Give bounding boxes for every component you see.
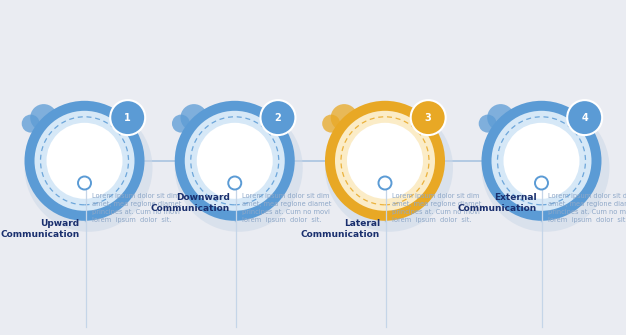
Text: Downward
Communication: Downward Communication — [150, 193, 230, 213]
Circle shape — [481, 104, 610, 232]
Text: Lorem ipsum dolor sit dim
amet, mea regione diamet
principes at. Cum no movi
lor: Lorem ipsum dolor sit dim amet, mea regi… — [242, 193, 331, 223]
Text: Lateral
Communication: Lateral Communication — [300, 219, 380, 240]
Text: Upward
Communication: Upward Communication — [0, 219, 80, 240]
Text: Lorem ipsum dolor sit dim
amet, mea regione diamet
principes at. Cum no movi
lor: Lorem ipsum dolor sit dim amet, mea regi… — [392, 193, 481, 223]
Circle shape — [197, 123, 273, 199]
Text: 1: 1 — [125, 113, 131, 123]
Circle shape — [487, 104, 514, 131]
Circle shape — [535, 177, 548, 190]
Circle shape — [228, 177, 241, 190]
Circle shape — [30, 104, 57, 131]
Circle shape — [567, 100, 602, 135]
Circle shape — [260, 100, 295, 135]
Text: 2: 2 — [275, 113, 281, 123]
Circle shape — [335, 111, 435, 211]
Circle shape — [411, 100, 446, 135]
Circle shape — [491, 111, 592, 211]
Circle shape — [172, 115, 190, 133]
Circle shape — [175, 101, 295, 221]
Circle shape — [479, 115, 496, 133]
Circle shape — [78, 177, 91, 190]
Circle shape — [34, 111, 135, 211]
Text: Lorem ipsum dolor sit dim
amet, mea regione diamet
principes at. Cum no movi
lor: Lorem ipsum dolor sit dim amet, mea regi… — [91, 193, 181, 223]
Circle shape — [175, 104, 303, 232]
Circle shape — [347, 123, 423, 199]
Text: External
Communication: External Communication — [457, 193, 536, 213]
Circle shape — [24, 104, 153, 232]
Circle shape — [180, 104, 207, 131]
Circle shape — [325, 104, 453, 232]
Text: 4: 4 — [582, 113, 588, 123]
Circle shape — [481, 101, 602, 221]
Circle shape — [379, 177, 391, 190]
Text: Lorem ipsum dolor sit dim
amet, mea regione diamet
principes at. Cum no movi
lor: Lorem ipsum dolor sit dim amet, mea regi… — [548, 193, 626, 223]
Circle shape — [22, 115, 39, 133]
Circle shape — [322, 115, 340, 133]
Circle shape — [46, 123, 123, 199]
Text: 3: 3 — [425, 113, 431, 123]
Circle shape — [503, 123, 580, 199]
Circle shape — [331, 104, 357, 131]
Circle shape — [110, 100, 145, 135]
Circle shape — [24, 101, 145, 221]
Circle shape — [185, 111, 285, 211]
Circle shape — [325, 101, 445, 221]
